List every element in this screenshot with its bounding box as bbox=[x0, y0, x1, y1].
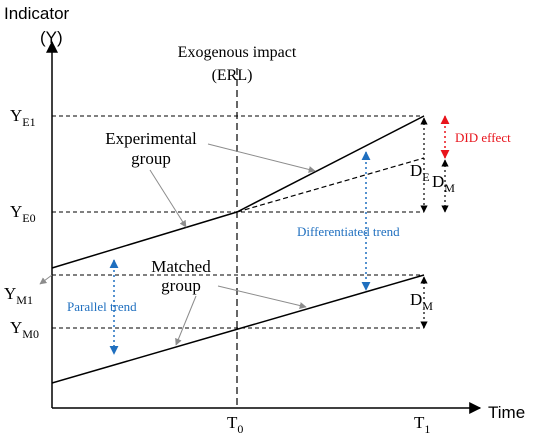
dm-lower-label: DM bbox=[410, 290, 433, 313]
de-label: DE bbox=[410, 161, 430, 184]
counterfactual-line bbox=[236, 157, 425, 213]
matched-pointer-pre bbox=[175, 295, 197, 346]
differentiated-trend-label: Differentiated trend bbox=[297, 224, 400, 239]
experimental-group-label: Experimental bbox=[105, 129, 197, 148]
experimental-line-post bbox=[236, 115, 425, 213]
tick-ym1: YM1 bbox=[4, 284, 33, 307]
tick-ym1-pointer bbox=[39, 274, 53, 285]
experimental-group-label-sub: group bbox=[131, 149, 171, 168]
y-axis-label: Indicator bbox=[4, 4, 70, 23]
tick-ym0: YM0 bbox=[10, 318, 39, 341]
experimental-pointer-pre bbox=[149, 169, 187, 228]
matched-pointer-post bbox=[217, 285, 307, 309]
tick-ye0: YE0 bbox=[10, 202, 36, 225]
matched-group-label: Matched bbox=[151, 257, 211, 276]
matched-line bbox=[51, 274, 425, 384]
tick-ye1: YE1 bbox=[10, 106, 36, 129]
impact-label: Exogenous impact bbox=[178, 44, 297, 61]
experimental-pointer-post bbox=[207, 143, 316, 173]
did-effect-label: DID effect bbox=[455, 130, 511, 145]
tick-t0: T0 bbox=[227, 413, 243, 434]
matched-group-label-sub: group bbox=[161, 276, 201, 295]
tick-t1: T1 bbox=[414, 413, 430, 434]
impact-label-sub: (ERL) bbox=[212, 67, 253, 84]
y-axis-label-unit: (Y) bbox=[40, 28, 63, 47]
x-axis-label: Time bbox=[488, 403, 525, 422]
parallel-trend-label: Parallel trend bbox=[67, 299, 137, 314]
dm-upper-label: DM bbox=[432, 172, 455, 195]
experimental-line-pre bbox=[51, 211, 238, 269]
